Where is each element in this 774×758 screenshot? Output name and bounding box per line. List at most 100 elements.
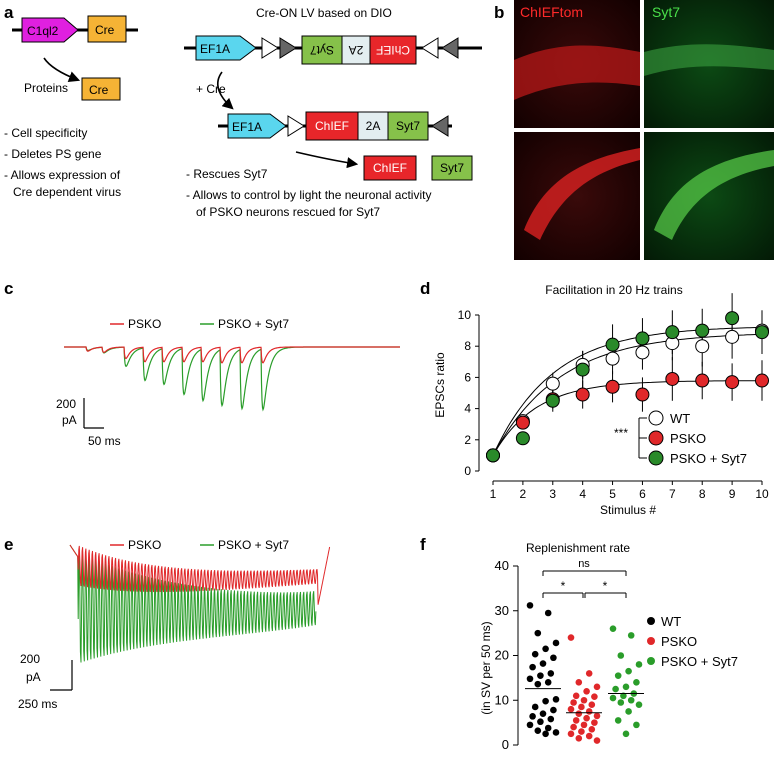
chart-f-plot: 0 10 20 30 40: [495, 558, 644, 752]
chart-f-point-psko-syt7: [633, 721, 640, 729]
chart-d-xtick-label: 8: [699, 487, 706, 501]
chart-f-point-psko: [578, 703, 585, 711]
proteins-label: Proteins: [24, 81, 68, 95]
chief-label: ChIEF: [315, 119, 349, 133]
bullet-left-1: - Cell specificity: [4, 126, 87, 140]
chart-f-point-psko: [567, 705, 575, 713]
2a-box: [357, 111, 389, 141]
sig-ns: ns: [578, 558, 590, 570]
legend-f-marker-psko: [647, 637, 655, 645]
chart-d-xtick-label: 3: [549, 487, 556, 501]
chart-f-point-psko: [585, 708, 593, 715]
trace-psko-syt7-long: [69, 544, 317, 663]
chart-f-point-psko-syt7: [614, 717, 622, 724]
chart-f-point-psko: [572, 717, 580, 724]
scale-y-e-2: pA: [26, 670, 41, 684]
chart-f-point-psko: [585, 670, 593, 677]
legend-f-label-wt: WT: [661, 614, 681, 629]
legend-d-marker-wt: [648, 410, 664, 426]
chart-d-point-psko: [725, 375, 740, 390]
ef1a-promoter: [195, 35, 257, 61]
green-tissue-band-bottom: [654, 150, 774, 240]
chart-f-point-psko: [570, 723, 577, 731]
scale-y-c-2: pA: [62, 413, 77, 427]
chart-f-point-wt: [529, 713, 536, 720]
scale-y-c-1: 200: [56, 397, 76, 411]
chart-f-point-wt: [552, 696, 560, 703]
2a-inverted-box: [341, 35, 371, 65]
scale-x-e: 250 ms: [18, 697, 57, 711]
chart-d-point-psko: [575, 387, 590, 402]
panel-label-c: c: [4, 279, 13, 298]
chart-d-point-psko-syt7: [486, 448, 500, 463]
bullet-right-1: - Rescues Syt7: [186, 167, 268, 181]
chart-f-point-wt: [542, 645, 549, 653]
chart-d-xtick-label: 5: [609, 487, 616, 501]
legend-syt7-e: PSKO + Syt7: [218, 538, 289, 552]
chart-f-point-wt: [537, 718, 544, 726]
chart-d-point-psko-syt7: [605, 337, 620, 352]
scale-x-c: 50 ms: [88, 434, 121, 448]
chart-f-point-psko: [593, 737, 601, 744]
chart-f-point-wt: [531, 650, 539, 658]
chart-f-point-psko-syt7: [633, 679, 640, 686]
chief-inverted-box: [369, 35, 417, 65]
chart-f-point-psko: [588, 701, 596, 709]
c1ql2-promoter: [21, 17, 79, 43]
legend-psko-c: PSKO: [128, 317, 161, 331]
chart-d-point-psko-syt7: [665, 325, 680, 340]
chart-f-point-wt: [539, 710, 547, 717]
chart-f-point-psko-syt7: [625, 708, 632, 715]
chart-d-point-wt: [545, 376, 560, 391]
chart-d-point-psko: [635, 387, 650, 402]
ef1a-on-label: EF1A: [232, 120, 262, 134]
chart-d-point-psko-syt7: [575, 362, 590, 377]
chart-f-point-psko: [593, 683, 601, 691]
chart-d-point-psko: [755, 373, 769, 388]
panel-label-f: f: [420, 535, 426, 554]
legend-d-label-psko-syt7: PSKO + Syt7: [670, 451, 747, 466]
chart-d-ytick-label: 6: [464, 370, 471, 384]
syt7-protein-box: [431, 155, 473, 181]
chart-d-ylabel: EPSCs ratio: [433, 352, 447, 418]
chart-f-point-psko-syt7: [620, 692, 627, 700]
chart-d-xtick-label: 4: [579, 487, 586, 501]
bullet-left-2: - Deletes PS gene: [4, 147, 102, 161]
chart-d-point-wt: [695, 339, 710, 354]
chart-d-xtick-label: 10: [755, 487, 769, 501]
panel-label-e: e: [4, 535, 13, 554]
ef1a-label: EF1A: [200, 42, 230, 56]
chart-f-point-psko-syt7: [609, 625, 617, 632]
chart-f-point-psko-syt7: [609, 694, 617, 702]
legend-d-label-psko: PSKO: [670, 431, 706, 446]
trace-psko-syt7: [64, 346, 400, 412]
chart-d-fit-psko: [492, 380, 762, 456]
syt7-protein-label: Syt7: [440, 161, 464, 175]
chart-f-point-psko: [567, 634, 575, 641]
chieftom-label: ChIEFtom: [520, 4, 583, 20]
trace-psko: [64, 346, 400, 364]
chart-f-point-psko: [593, 712, 601, 720]
chart-d-xtick-label: 9: [729, 487, 736, 501]
chart-f-point-wt: [537, 672, 544, 679]
legend-d-label-wt: WT: [670, 411, 690, 426]
chart-d-annotation: ***: [614, 426, 628, 440]
chart-f-point-wt: [552, 639, 560, 647]
chart-f-point-psko: [583, 688, 590, 695]
chart-d-point-wt: [725, 329, 740, 344]
legend-psko-e: PSKO: [128, 538, 161, 552]
loxp-white-on: [287, 115, 305, 137]
panel-e: e PSKO PSKO + Syt7 200 pA 250 ms: [4, 535, 331, 711]
chart-f-point-wt: [531, 703, 539, 711]
loxp-white-1: [261, 37, 279, 59]
chart-f-legend: WT PSKO PSKO + Syt7: [647, 614, 738, 669]
chart-f-point-wt: [547, 670, 555, 677]
ef1a-promoter-on: [227, 113, 287, 139]
legend-d-marker-psko-syt7: [648, 450, 664, 466]
chart-f-point-psko: [567, 730, 575, 738]
bullet-right-3: of PSKO neurons rescued for Syt7: [196, 205, 380, 219]
loxp-white-2: [421, 37, 439, 59]
cre-gene-box: [87, 15, 127, 43]
lv-title: Cre-ON LV based on DIO: [256, 6, 392, 20]
